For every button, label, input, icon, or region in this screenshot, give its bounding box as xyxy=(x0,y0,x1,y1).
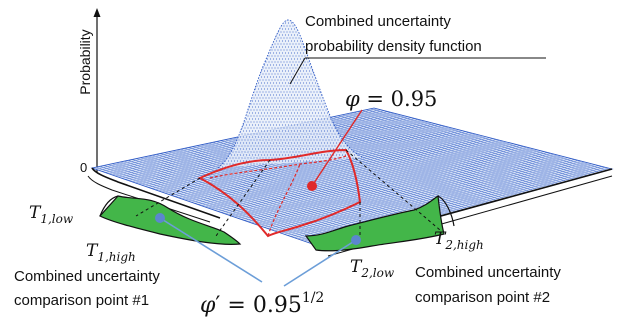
pdf-label: Combined uncertainty probability density… xyxy=(289,13,546,85)
pdf-label-line1: Combined uncertainty xyxy=(305,13,451,30)
t1-low-label: T1,low xyxy=(29,203,74,226)
comparison-point-1-marker xyxy=(155,213,165,223)
comparison-point-2-marker xyxy=(351,235,361,245)
probability-axis xyxy=(93,8,101,172)
phi-marker xyxy=(307,181,317,191)
comparison-point-1-line2: comparison point #1 xyxy=(14,292,149,309)
comparison-point-2-line2: comparison point #2 xyxy=(415,289,550,306)
probability-axis-label: Probability xyxy=(77,29,93,94)
t2-high-label: T2,high xyxy=(434,229,484,252)
pdf-label-line2: probability density function xyxy=(305,38,482,55)
t2-low-label: T2,low xyxy=(350,257,395,280)
marginal-distribution-1 xyxy=(87,167,242,245)
axis-zero-label: 0 xyxy=(80,160,87,175)
phi-label: φ = 0.95 xyxy=(345,87,437,111)
comparison-point-2-line1: Combined uncertainty xyxy=(415,264,561,281)
phi-prime-label: φ′ = 0.951/2 xyxy=(200,290,324,318)
t1-high-label: T1,high xyxy=(86,241,136,264)
comparison-point-1-line1: Combined uncertainty xyxy=(14,268,160,285)
phi-pointer xyxy=(307,109,363,191)
phi-prime-pointers xyxy=(155,213,361,287)
marginal-distribution-2 xyxy=(304,168,613,257)
projection-lines xyxy=(135,149,441,244)
